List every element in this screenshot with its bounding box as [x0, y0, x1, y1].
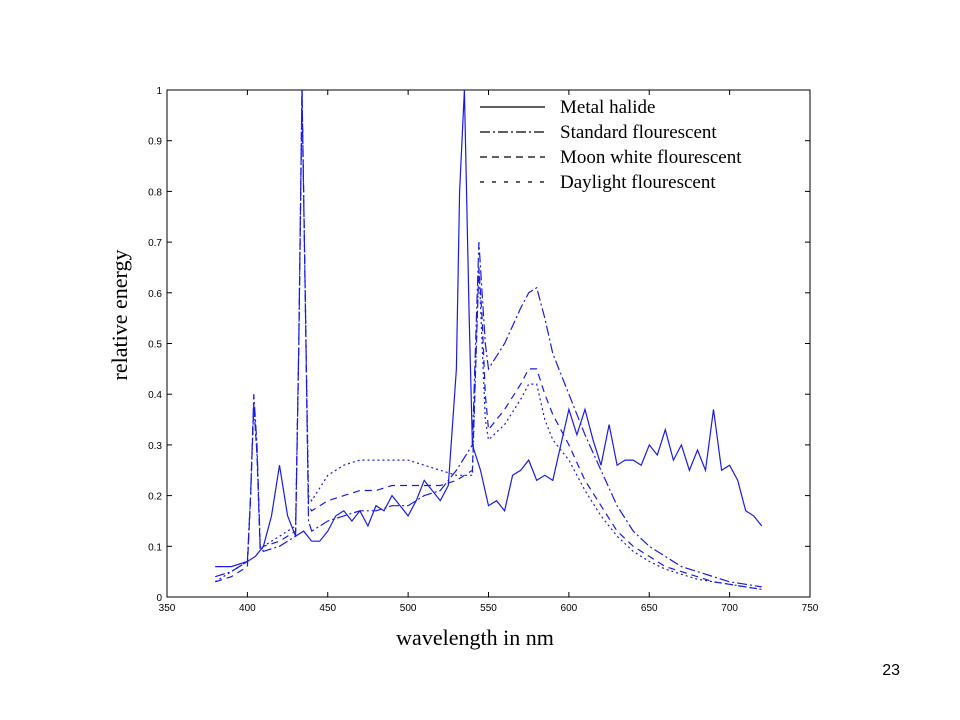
- x-tick-label: 750: [802, 603, 819, 614]
- x-tick-label: 700: [721, 603, 738, 614]
- x-tick-label: 400: [239, 603, 256, 614]
- y-tick-label: 1: [156, 86, 162, 97]
- legend-entry-1: Metal halide: [560, 97, 656, 118]
- y-tick-label: 0.6: [148, 289, 162, 300]
- legend-entry-2: Standard flourescent: [560, 122, 717, 143]
- axes: 350 400 450 500 550 600 650 700 750 0 0.1 0.2 0.3 0.4…: [148, 86, 819, 614]
- series-line-moon-white-flourescent: [215, 90, 762, 590]
- y-tick-label: 0: [156, 593, 162, 604]
- page-number: 23: [882, 662, 900, 679]
- series-lines: [214, 90, 763, 590]
- y-tick-label: 0.9: [148, 137, 162, 148]
- legend-entry-3: Moon white flourescent: [560, 147, 742, 168]
- series-line-metal-halide: [215, 90, 763, 568]
- x-tick-label: 500: [400, 603, 417, 614]
- x-tick-label: 350: [159, 603, 176, 614]
- y-tick-label: 0.3: [148, 441, 162, 452]
- y-tick-label: 0.4: [148, 390, 162, 401]
- x-axis-label: wavelength in nm: [396, 625, 554, 650]
- y-tick-label: 0.7: [148, 238, 162, 249]
- legend-entry-4: Daylight flourescent: [560, 172, 716, 193]
- series-line-standard-flourescent: [215, 90, 762, 588]
- x-tick-label: 450: [319, 603, 336, 614]
- x-tick-label: 550: [480, 603, 497, 614]
- y-tick-label: 0.1: [148, 542, 162, 553]
- y-axis-label: relative energy: [107, 250, 132, 381]
- legend: Metal halide Standard flourescent Moon whi…: [480, 97, 742, 193]
- y-tick-label: 0.8: [148, 187, 162, 198]
- x-tick-label: 600: [561, 603, 578, 614]
- y-tick-label: 0.5: [148, 340, 162, 351]
- y-tick-label: 0.2: [148, 492, 162, 503]
- series-line-daylight-flourescent: [214, 90, 762, 590]
- x-tick-label: 650: [641, 603, 658, 614]
